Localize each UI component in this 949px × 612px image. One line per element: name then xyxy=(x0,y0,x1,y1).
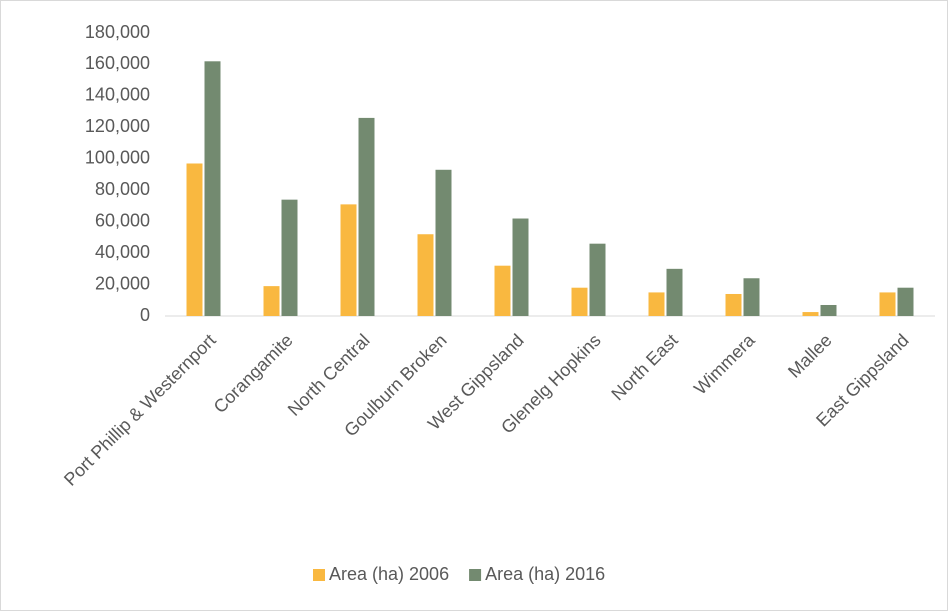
bar xyxy=(802,312,819,316)
y-tick-label: 20,000 xyxy=(95,273,150,293)
bar xyxy=(435,169,452,316)
y-tick-label: 0 xyxy=(140,305,150,325)
bar xyxy=(743,278,760,316)
bar xyxy=(263,286,280,316)
y-tick-label: 120,000 xyxy=(85,116,150,136)
y-tick-label: 60,000 xyxy=(95,210,150,230)
bar xyxy=(571,287,588,316)
legend-swatch xyxy=(469,569,482,581)
bar xyxy=(512,218,529,316)
legend-label: Area (ha) 2016 xyxy=(485,564,605,584)
legend-label: Area (ha) 2006 xyxy=(329,564,449,584)
bar xyxy=(358,117,375,317)
legend-swatch xyxy=(313,569,325,581)
bar xyxy=(725,293,742,316)
bar xyxy=(648,292,665,316)
bar xyxy=(417,234,434,316)
y-tick-label: 40,000 xyxy=(95,242,150,262)
y-tick-label: 80,000 xyxy=(95,179,150,199)
bar xyxy=(494,265,511,316)
bar xyxy=(186,163,203,316)
bar xyxy=(666,268,683,316)
bar xyxy=(897,287,914,316)
bar xyxy=(340,204,357,316)
y-tick-label: 140,000 xyxy=(85,85,150,105)
y-tick-label: 160,000 xyxy=(85,53,150,73)
bar xyxy=(204,61,221,316)
bar xyxy=(820,304,837,316)
y-tick-label: 180,000 xyxy=(85,22,150,42)
bar xyxy=(281,199,298,316)
y-tick-label: 100,000 xyxy=(85,148,150,168)
bar xyxy=(879,292,896,316)
bar xyxy=(589,243,606,316)
